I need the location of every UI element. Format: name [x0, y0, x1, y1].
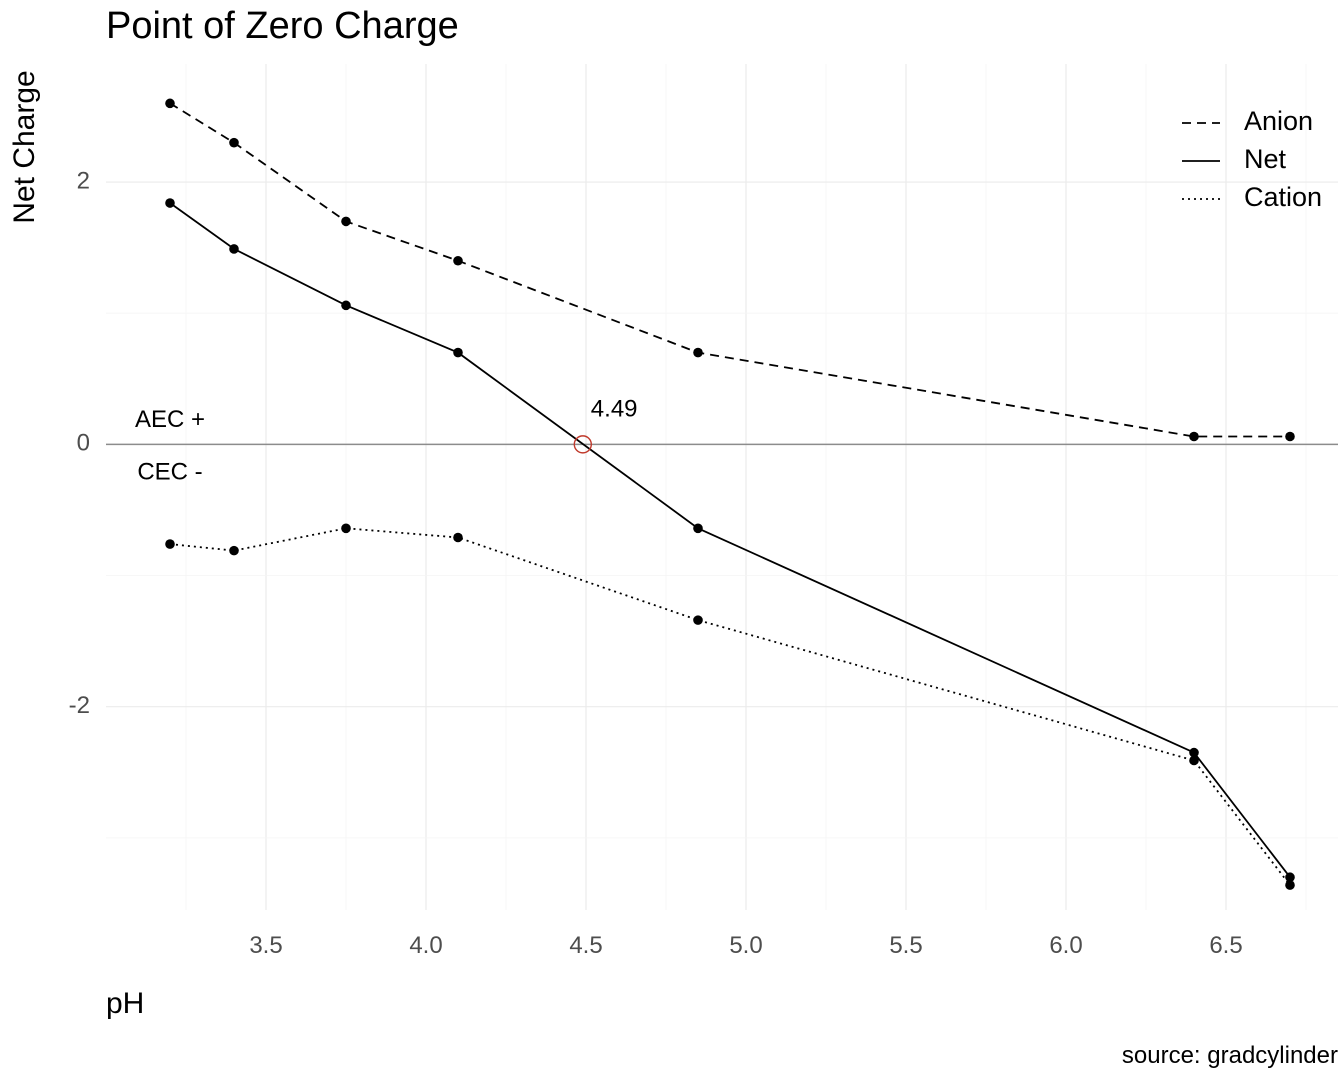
- zero-charge-point-label: 4.49: [591, 395, 638, 422]
- legend: Anion Net Cation: [1182, 106, 1322, 212]
- series-lines: [169, 102, 1291, 886]
- y-tick-label: -2: [69, 692, 90, 719]
- x-tick-label: 4.0: [409, 932, 442, 959]
- x-axis-title: pH: [106, 987, 144, 1020]
- data-point-cation: [165, 539, 175, 549]
- data-point-net: [229, 244, 239, 254]
- data-point-anion: [341, 216, 351, 227]
- data-point-net: [1285, 872, 1295, 883]
- y-axis-ticks: -2 0 2: [69, 167, 90, 719]
- x-tick-label: 6.5: [1209, 932, 1242, 959]
- zero-charge-point-marker: [573, 435, 592, 454]
- annotation-cec: CEC -: [137, 459, 202, 486]
- data-point-cation: [693, 615, 703, 625]
- x-tick-label: 3.5: [249, 932, 282, 959]
- series-line-net: [169, 202, 1291, 878]
- data-point-cation: [1189, 755, 1199, 766]
- data-point-net: [1189, 747, 1199, 758]
- data-point-anion: [165, 98, 175, 109]
- data-point-cation: [1285, 880, 1295, 890]
- x-tick-label: 5.5: [889, 932, 922, 959]
- data-point-anion: [453, 255, 463, 266]
- legend-label-anion: Anion: [1244, 106, 1313, 136]
- grid: [106, 64, 1338, 910]
- data-point-anion: [1189, 431, 1199, 442]
- legend-label-net: Net: [1244, 144, 1287, 174]
- data-point-net: [693, 523, 703, 534]
- source-caption: source: gradcylinder: [1122, 1042, 1338, 1069]
- data-point-anion: [1285, 431, 1295, 442]
- data-point-cation: [453, 532, 463, 543]
- legend-label-cation: Cation: [1244, 182, 1322, 212]
- data-point-anion: [229, 137, 239, 148]
- annotation-aec: AEC +: [135, 406, 205, 433]
- x-tick-label: 6.0: [1049, 932, 1082, 959]
- y-tick-label: 2: [77, 167, 90, 194]
- annotations: 4.49 AEC + CEC -: [135, 395, 638, 485]
- chart-title: Point of Zero Charge: [106, 5, 459, 47]
- data-point-anion: [693, 347, 703, 358]
- x-tick-label: 5.0: [729, 932, 762, 959]
- data-point-net: [341, 300, 351, 311]
- data-point-cation: [229, 545, 239, 556]
- data-points: [165, 98, 1295, 890]
- x-axis-ticks: 3.5 4.0 4.5 5.0 5.5 6.0 6.5: [249, 932, 1242, 959]
- series-line-anion: [169, 102, 1290, 438]
- data-point-net: [453, 347, 463, 358]
- y-tick-label: 0: [77, 430, 90, 457]
- y-axis-title: Net Charge: [8, 70, 41, 223]
- data-point-net: [165, 198, 175, 208]
- data-point-cation: [341, 523, 351, 534]
- x-tick-label: 4.5: [569, 932, 602, 959]
